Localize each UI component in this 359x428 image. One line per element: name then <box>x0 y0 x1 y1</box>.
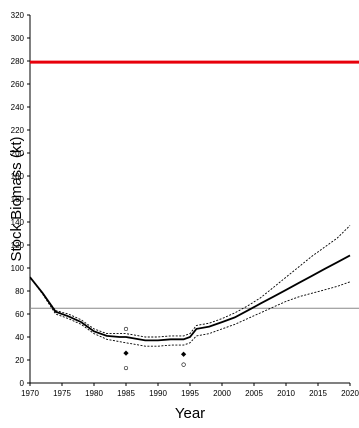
y-tick-label: 20 <box>15 356 24 365</box>
y-tick-label: 240 <box>11 103 25 112</box>
y-tick-label: 140 <box>11 218 25 227</box>
x-tick-label: 1995 <box>181 389 199 398</box>
x-tick-label: 1970 <box>21 389 39 398</box>
y-tick-label: 80 <box>15 287 24 296</box>
x-tick-label: 1990 <box>149 389 167 398</box>
y-tick-label: 160 <box>11 195 25 204</box>
y-tick-label: 220 <box>11 126 25 135</box>
y-tick-label: 320 <box>11 11 25 20</box>
lower-bound-line <box>29 276 351 347</box>
series-lines <box>29 225 351 347</box>
open-point-marker <box>181 362 186 367</box>
y-tick-label: 40 <box>15 333 24 342</box>
x-tick-label: 2020 <box>341 389 359 398</box>
y-tick-label: 100 <box>11 264 25 273</box>
upper-bound-line <box>29 225 351 338</box>
y-axis-ticks: 0 20 40 60 80 100 120 140 160 180 200 220 240 260 280 3… <box>11 11 30 388</box>
y-tick-label: 200 <box>11 149 25 158</box>
x-tick-label: 2000 <box>213 389 231 398</box>
survey-points <box>123 326 187 371</box>
open-point-marker <box>123 365 129 371</box>
plot-area <box>29 15 350 384</box>
x-tick-label: 2015 <box>309 389 327 398</box>
x-axis-label: Year <box>175 405 205 422</box>
y-tick-label: 260 <box>11 80 25 89</box>
x-tick-label: 1980 <box>85 389 103 398</box>
filled-point-marker <box>180 351 187 357</box>
y-tick-label: 60 <box>15 310 24 319</box>
y-tick-label: 120 <box>11 241 25 250</box>
y-axis-label: Stock Biomass (kt) <box>8 136 25 261</box>
x-tick-label: 2010 <box>277 389 295 398</box>
x-tick-label: 2005 <box>245 389 263 398</box>
median-biomass-line <box>29 254 351 342</box>
x-tick-label: 1975 <box>53 389 71 398</box>
y-tick-label: 180 <box>11 172 25 181</box>
y-tick-label: 300 <box>11 34 25 43</box>
reference-lines <box>30 60 359 309</box>
y-tick-label: 280 <box>11 57 25 66</box>
filled-point-marker <box>123 350 129 356</box>
x-axis-ticks: 1970 1975 1980 1985 1990 1995 2000 2005 2010 2015… <box>21 383 359 398</box>
x-tick-label: 1985 <box>117 389 135 398</box>
y-tick-label: 0 <box>20 379 25 388</box>
open-point-marker <box>123 326 129 332</box>
